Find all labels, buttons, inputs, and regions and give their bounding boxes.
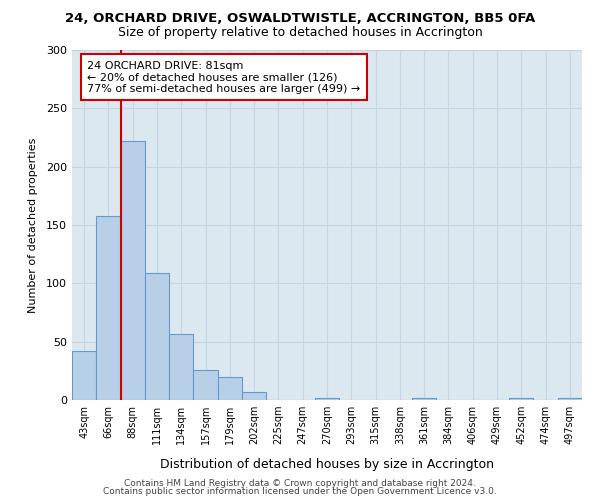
Bar: [315, 398, 339, 400]
Bar: [218, 376, 242, 400]
Text: Contains public sector information licensed under the Open Government Licence v3: Contains public sector information licen…: [103, 487, 497, 496]
Bar: [169, 334, 193, 400]
Text: 24 ORCHARD DRIVE: 81sqm
← 20% of detached houses are smaller (126)
77% of semi-d: 24 ORCHARD DRIVE: 81sqm ← 20% of detache…: [88, 60, 361, 94]
Text: 24, ORCHARD DRIVE, OSWALDTWISTLE, ACCRINGTON, BB5 0FA: 24, ORCHARD DRIVE, OSWALDTWISTLE, ACCRIN…: [65, 12, 535, 26]
Bar: [558, 398, 582, 400]
Bar: [121, 141, 145, 400]
Y-axis label: Number of detached properties: Number of detached properties: [28, 138, 38, 312]
X-axis label: Distribution of detached houses by size in Accrington: Distribution of detached houses by size …: [160, 458, 494, 471]
Bar: [509, 398, 533, 400]
Bar: [72, 351, 96, 400]
Bar: [96, 216, 121, 400]
Bar: [412, 398, 436, 400]
Bar: [193, 370, 218, 400]
Text: Size of property relative to detached houses in Accrington: Size of property relative to detached ho…: [118, 26, 482, 39]
Text: Contains HM Land Registry data © Crown copyright and database right 2024.: Contains HM Land Registry data © Crown c…: [124, 478, 476, 488]
Bar: [242, 392, 266, 400]
Bar: [145, 273, 169, 400]
